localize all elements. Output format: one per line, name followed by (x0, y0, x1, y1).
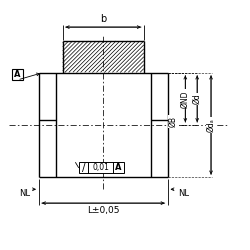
Text: NL: NL (178, 189, 189, 198)
Text: b: b (100, 14, 106, 24)
Text: ØB: ØB (169, 116, 178, 127)
Text: Ødₐ: Ødₐ (206, 118, 216, 132)
Text: /: / (82, 162, 85, 172)
Text: ØND: ØND (181, 90, 190, 108)
Bar (78, 162, 124, 173)
Text: A: A (115, 163, 122, 172)
Text: NL: NL (20, 189, 30, 198)
Text: Ød: Ød (193, 94, 202, 104)
Text: 0,01: 0,01 (92, 163, 109, 172)
Bar (12, 69, 23, 80)
Text: L±0,05: L±0,05 (87, 206, 120, 215)
Text: A: A (14, 70, 20, 79)
